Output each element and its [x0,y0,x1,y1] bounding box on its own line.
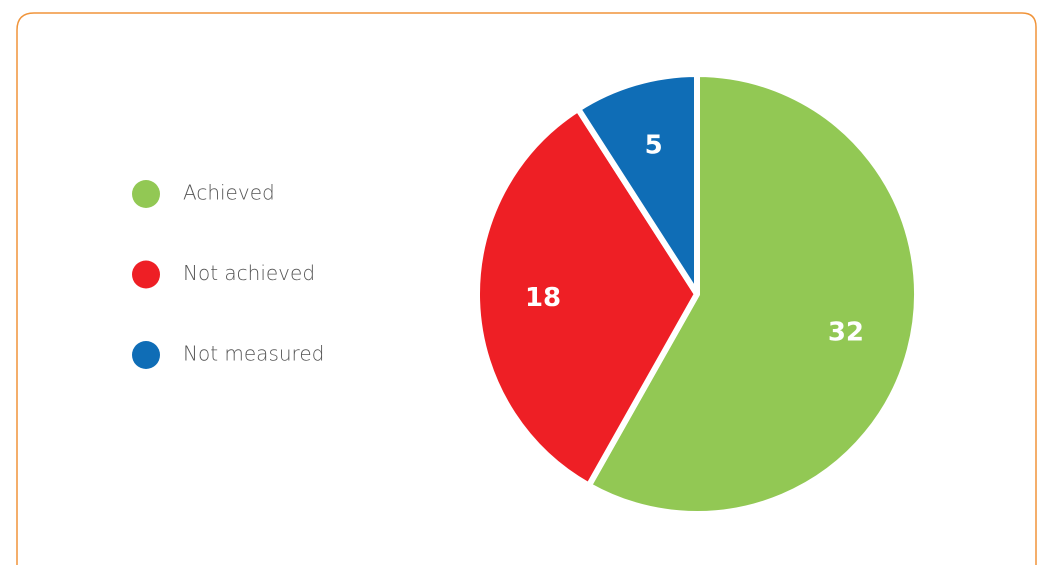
legend-swatch [132,260,160,289]
legend-swatch [132,180,160,208]
panel-border [16,12,1037,565]
pie-slice [575,71,700,297]
legend-label: Not achieved [183,261,315,285]
legend-label: Achieved [183,181,275,205]
legend-label: Not measured [183,342,324,366]
value-label: 18 [525,283,561,313]
pie-slice [585,71,920,517]
pie-slice [474,105,700,489]
legend-swatch [132,341,160,369]
value-label: 32 [828,318,864,348]
value-label: 5 [645,131,663,161]
